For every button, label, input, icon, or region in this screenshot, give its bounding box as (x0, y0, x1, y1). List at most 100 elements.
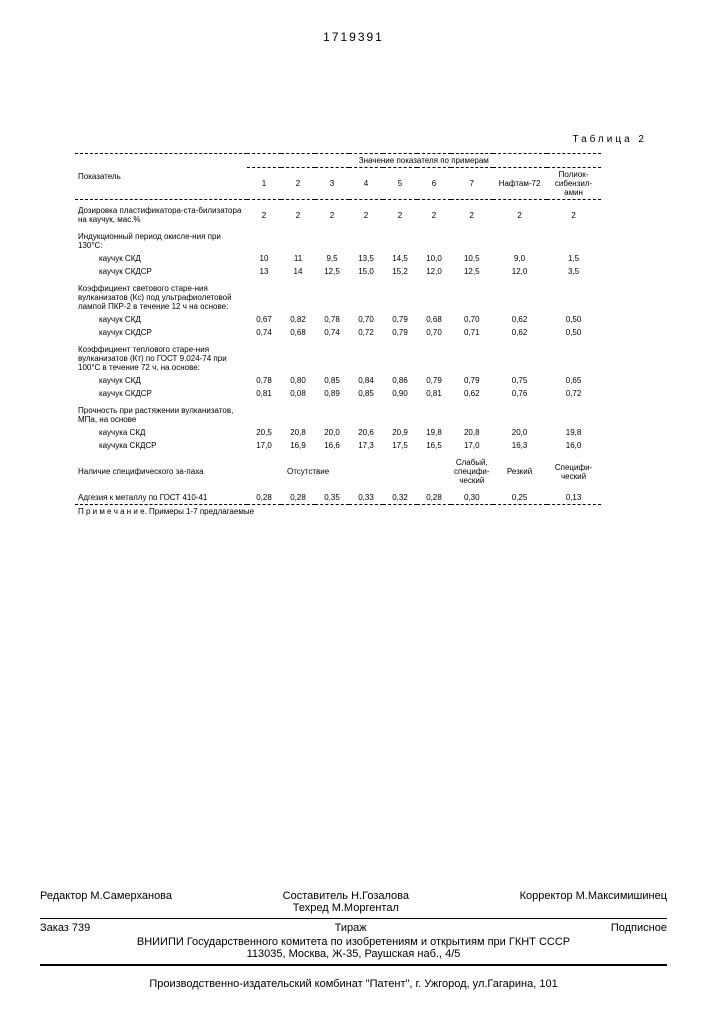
row-label: каучука СКДСР (75, 439, 247, 452)
cell: 16,9 (281, 439, 315, 452)
cell: 20,6 (349, 426, 383, 439)
cell: 0,70 (417, 326, 451, 339)
cell: Слабый, специфи-ческий (451, 452, 493, 487)
cell: 0,67 (247, 313, 281, 326)
cell: 0,78 (247, 374, 281, 387)
data-table: Показатель Значение показателя по пример… (75, 153, 601, 518)
order-row: Заказ 739 Тираж Подписное (0, 922, 707, 934)
cell: 12,0 (493, 265, 547, 278)
cell: 0,81 (417, 387, 451, 400)
cell: 2 (349, 200, 383, 227)
cell: 1,5 (547, 252, 601, 265)
col-3: 3 (315, 168, 349, 200)
cell: 0,62 (493, 313, 547, 326)
cell: 12,5 (451, 265, 493, 278)
table-row: Адгезия к металлу по ГОСТ 410-41 0,28 0,2… (75, 487, 601, 505)
cell: 20,9 (383, 426, 417, 439)
cell: 2 (383, 200, 417, 227)
editor: Редактор М.Самерханова (40, 890, 172, 914)
doc-number: 1719391 (0, 30, 707, 44)
cell: 16,5 (417, 439, 451, 452)
cell: 0,25 (493, 487, 547, 505)
col-spanning: Значение показателя по примерам (247, 154, 601, 168)
col-9: Полиок-сибензил-амин (547, 168, 601, 200)
cell: 11 (281, 252, 315, 265)
table-caption: Таблица 2 (0, 134, 647, 145)
cell: 16,6 (315, 439, 349, 452)
row-label: Дозировка пластификатора-ста-билизатора … (75, 200, 247, 227)
cell: 0,84 (349, 374, 383, 387)
cell: 20,8 (281, 426, 315, 439)
col-2: 2 (281, 168, 315, 200)
cell: 0,80 (281, 374, 315, 387)
cell: 14 (281, 265, 315, 278)
footer: Редактор М.Самерханова Составитель Н.Гоз… (0, 890, 707, 990)
cell: 20,0 (315, 426, 349, 439)
row-label: каучук СКД (75, 313, 247, 326)
table-row: Прочность при растяжении вулканизатов, М… (75, 400, 601, 426)
row-label: Адгезия к металлу по ГОСТ 410-41 (75, 487, 247, 505)
row-label: каучук СКД (75, 252, 247, 265)
table-row: Индукционный период окисле-ния при 130°С… (75, 226, 601, 252)
table-row: каучук СКДСР 131412,515,015,212,012,512,… (75, 265, 601, 278)
cell: 0,79 (451, 374, 493, 387)
cell: 17,0 (451, 439, 493, 452)
cell: 20,5 (247, 426, 281, 439)
cell: 13,5 (349, 252, 383, 265)
cell: 16,0 (547, 439, 601, 452)
cell: 0,71 (451, 326, 493, 339)
cell: 16,3 (493, 439, 547, 452)
cell: 20,0 (493, 426, 547, 439)
row-label: Индукционный период окисле-ния при 130°С… (75, 226, 247, 252)
cell: 0,32 (383, 487, 417, 505)
patent-line: Производственно-издательский комбинат "П… (0, 972, 707, 990)
cell: 0,72 (349, 326, 383, 339)
cell: 9,5 (315, 252, 349, 265)
col-8: Нафтам-72 (493, 168, 547, 200)
row-label: каучук СКД (75, 374, 247, 387)
cell: 0,74 (315, 326, 349, 339)
cell: 2 (315, 200, 349, 227)
cell: 10,5 (451, 252, 493, 265)
cell: 10,0 (417, 252, 451, 265)
cell: 0,08 (281, 387, 315, 400)
cell: 0,85 (315, 374, 349, 387)
cell: 0,33 (349, 487, 383, 505)
cell: 17,5 (383, 439, 417, 452)
table-row: Коэффициент теплового старе-ния вулканиз… (75, 339, 601, 374)
cell: 15,2 (383, 265, 417, 278)
cell: 15,0 (349, 265, 383, 278)
cell: 0,30 (451, 487, 493, 505)
cell: 19,8 (417, 426, 451, 439)
cell: 0,70 (451, 313, 493, 326)
cell: 0,86 (383, 374, 417, 387)
cell: 14,5 (383, 252, 417, 265)
cell: 0,28 (247, 487, 281, 505)
cell: 17,0 (247, 439, 281, 452)
row-label: каучука СКД (75, 426, 247, 439)
row-label: каучук СКДСР (75, 265, 247, 278)
table-row: каучук СКДСР 0,810,080,890,850,900,810,6… (75, 387, 601, 400)
table-row: каучук СКД 0,780,800,850,840,860,790,790… (75, 374, 601, 387)
cell: 0,50 (547, 313, 601, 326)
cell: Резкий (493, 452, 547, 487)
col-6: 6 (417, 168, 451, 200)
cell: 0,90 (383, 387, 417, 400)
cell: 13 (247, 265, 281, 278)
cell: 0,62 (451, 387, 493, 400)
cell: 0,85 (349, 387, 383, 400)
cell: 0,78 (315, 313, 349, 326)
compiler-tech: Составитель Н.Гозалова Техред М.Моргента… (283, 890, 409, 914)
table-row: Дозировка пластификатора-ста-билизатора … (75, 200, 601, 227)
cell: 12,0 (417, 265, 451, 278)
row-label: Коэффициент теплового старе-ния вулканиз… (75, 339, 247, 374)
table-row: каучук СКД 0,670,820,780,700,790,680,700… (75, 313, 601, 326)
cell: 3,5 (547, 265, 601, 278)
cell: 0,13 (547, 487, 601, 505)
col-1: 1 (247, 168, 281, 200)
cell: 0,35 (315, 487, 349, 505)
cell: 10 (247, 252, 281, 265)
table-row: Наличие специфического за-паха Отсутстви… (75, 452, 601, 487)
cell: 2 (451, 200, 493, 227)
cell: Специфи-ческий (547, 452, 601, 487)
